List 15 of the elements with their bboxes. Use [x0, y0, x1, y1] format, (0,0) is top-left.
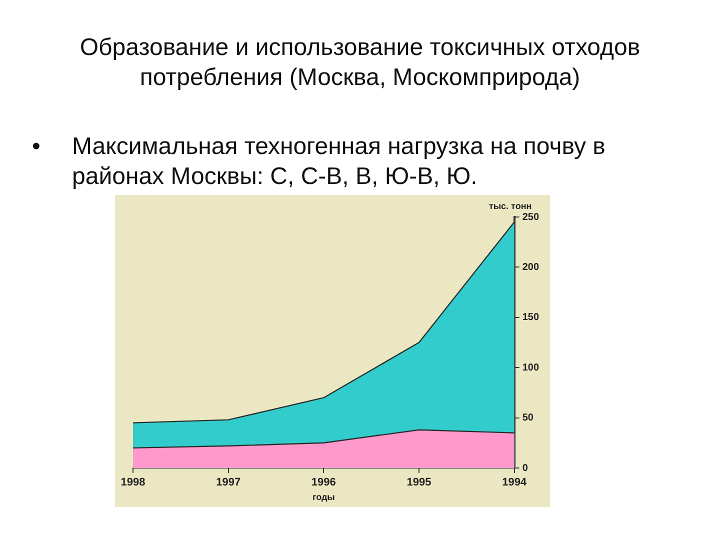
x-tick-label: 1995	[406, 476, 432, 489]
y-tick-label: 100	[522, 362, 540, 374]
chart-title: Образование и использование токсичных отходов потребления (Москва, Москомприрода)	[78, 33, 642, 93]
text: • Максимальная техногенная нагрузка на почву в районах Москвы: С, С-В, В, Ю-В, Ю.	[32, 133, 606, 190]
x-axis-title: годы	[312, 492, 336, 502]
x-tick-label: 1994	[502, 476, 528, 489]
x-tick-label: 1998	[120, 476, 146, 489]
y-axis-title: тыс. тонн	[488, 200, 532, 211]
y-tick-label: 250	[522, 212, 540, 223]
x-tick-label: 1996	[311, 476, 336, 489]
y-tick-label: 200	[522, 262, 540, 273]
x-tick-label: 1997	[216, 476, 241, 489]
y-tick-label: 150	[522, 312, 540, 324]
y-tick-label: 50	[522, 412, 534, 424]
y-tick-label: 0	[522, 462, 528, 474]
